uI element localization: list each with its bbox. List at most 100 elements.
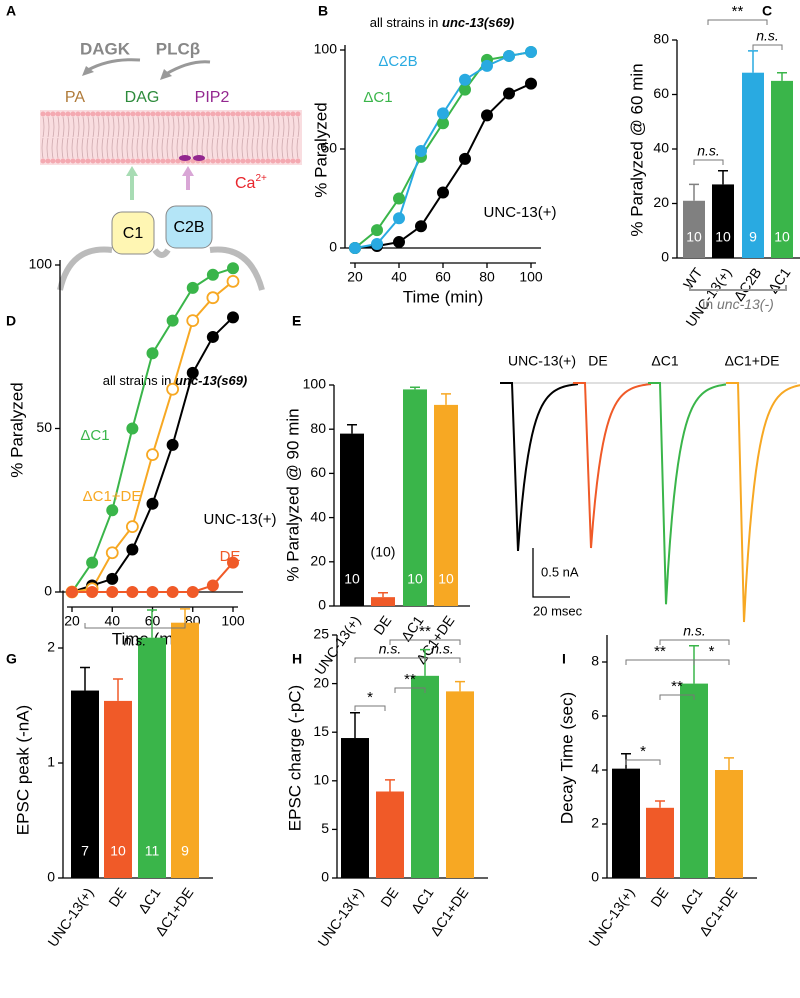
lipid-head [150, 158, 156, 164]
bar [771, 80, 793, 258]
data-point [503, 87, 515, 100]
y-tick-label: 0 [44, 583, 52, 599]
lipid-tail [291, 116, 295, 159]
y-tick-label: 100 [314, 41, 338, 57]
data-point [459, 83, 471, 96]
y-tick-label: 60 [310, 464, 326, 480]
lipid-head [290, 111, 296, 117]
data-point [227, 311, 239, 324]
lipid-head [95, 111, 101, 117]
scale-bar [532, 548, 570, 598]
x-tick-label: DE [377, 885, 401, 910]
lipid-head [40, 158, 46, 164]
lipid-head [270, 111, 276, 117]
data-point [126, 422, 139, 435]
y-tick-label: 0 [329, 239, 337, 255]
lipid-head [155, 158, 161, 164]
data-point [226, 274, 240, 288]
lipid-head [135, 111, 141, 117]
bar [612, 768, 640, 878]
data-point [481, 109, 493, 122]
lipid-head [45, 158, 51, 164]
lipid-head [120, 111, 126, 117]
error-bar [777, 71, 787, 81]
data-point [126, 543, 139, 556]
lipid-tail [276, 116, 280, 159]
error-bar [113, 678, 123, 701]
y-tick-label: 100 [303, 376, 327, 392]
n-label: (10) [371, 543, 396, 559]
lipid-head [205, 158, 211, 164]
lipid-tail [41, 116, 45, 159]
lipid-tail [216, 116, 220, 159]
data-point [146, 448, 159, 462]
arrow-head [126, 166, 138, 176]
arrow-head [82, 66, 94, 76]
lipid-tail [266, 116, 270, 159]
panel-label: A [6, 3, 16, 19]
y-tick-label: 10 [313, 772, 329, 788]
lipid-tail [111, 116, 115, 159]
data-point [106, 504, 119, 517]
data-point [125, 520, 139, 533]
lipid-tail [246, 116, 250, 159]
lipid-tail [161, 116, 165, 159]
footnote-part: unc-13(-) [717, 296, 774, 312]
annotation: n.s. [697, 143, 720, 159]
lipid-head [165, 158, 171, 164]
bracket [389, 639, 461, 645]
bar [742, 72, 764, 258]
x-tick-label: DE [105, 885, 129, 910]
lipid-head [80, 111, 86, 117]
x-tick-label: 20 [64, 613, 80, 629]
data-point [393, 192, 405, 205]
data-point [86, 556, 99, 569]
ion-charge: 2+ [255, 173, 267, 184]
series-label: DE [220, 548, 241, 565]
lipid-head [110, 158, 116, 164]
n-label: 9 [749, 229, 757, 245]
lipid-head [110, 111, 116, 117]
enzyme-label: PLCβ [156, 39, 200, 58]
y-tick-label: 100 [29, 256, 53, 272]
x-tick-label: ΔC1 [677, 884, 706, 916]
lipid-tail [141, 116, 145, 159]
error-bar [80, 666, 90, 691]
x-tick-label: 80 [479, 269, 495, 285]
lipid-head [275, 158, 281, 164]
diagram: A DAGK PLCβ PA DAG PIP2 Ca2+ C1 C2B [6, 3, 302, 291]
data-point [437, 107, 449, 120]
y-tick-label: 50 [321, 140, 337, 156]
series-label: UNC-13(+) [484, 204, 557, 221]
bar [376, 791, 404, 878]
lipid-tail [256, 116, 260, 159]
data-point [206, 268, 219, 281]
y-tick-label: 0 [661, 249, 669, 265]
lipid-head [105, 111, 111, 117]
x-tick-label: 40 [391, 269, 407, 285]
bar [171, 622, 199, 878]
x-tick-label: WT [680, 264, 706, 291]
x-tick-label: 100 [221, 613, 245, 629]
data-point [166, 382, 180, 396]
data-point [146, 497, 159, 510]
annotation: ** [732, 3, 744, 20]
n-label: 10 [438, 571, 454, 587]
lipid-tail [206, 116, 210, 159]
y-tick-label: 6 [591, 707, 599, 723]
y-tick-label: 80 [310, 420, 326, 436]
lipid-head [210, 111, 216, 117]
lipid-tail [146, 116, 150, 159]
lipid-head [225, 111, 231, 117]
data-point [146, 586, 159, 598]
data-point [186, 586, 199, 598]
data-point [437, 186, 449, 199]
lipid-head [180, 111, 186, 117]
bracket [689, 285, 787, 291]
bracket [424, 657, 461, 663]
data-point [106, 586, 119, 598]
data-point [437, 117, 449, 130]
y-tick-label: 40 [310, 508, 326, 524]
lipid-head [130, 158, 136, 164]
footnote: in unc-13(-) [702, 296, 774, 312]
